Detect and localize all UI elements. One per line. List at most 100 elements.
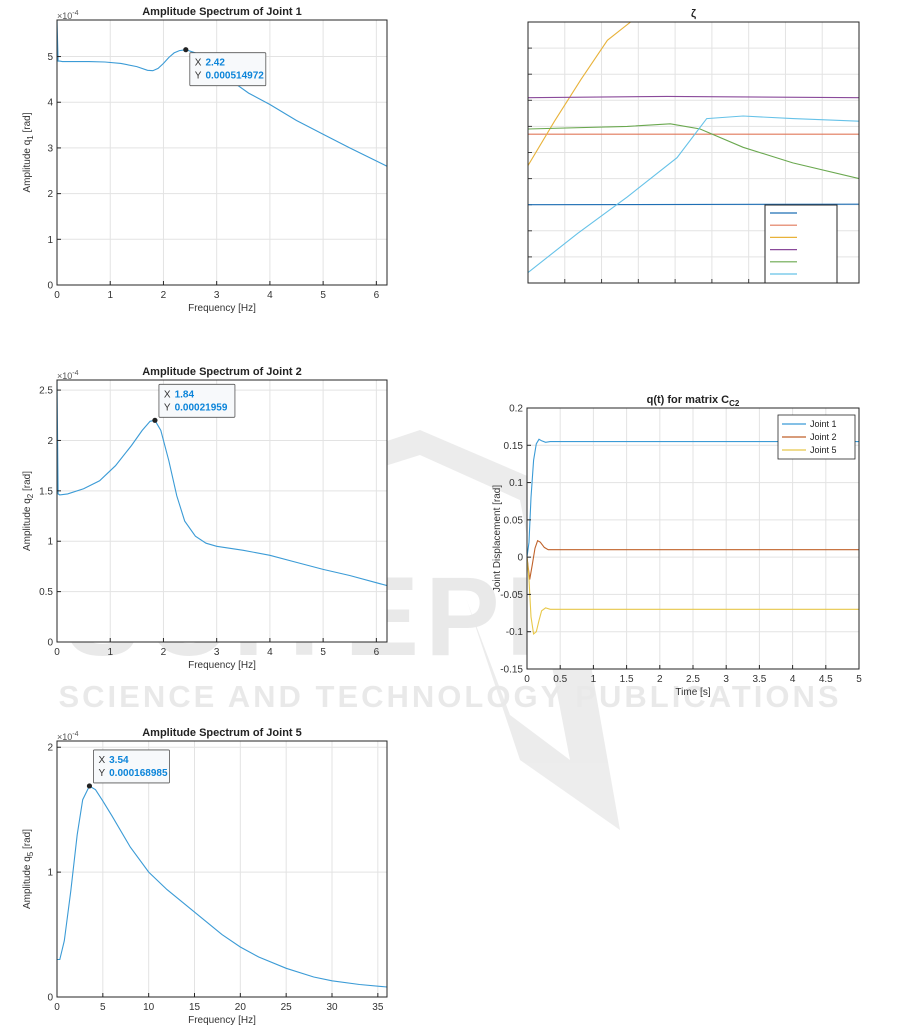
x-tick-label: 4.5 — [819, 674, 833, 685]
datatip-x-label: X — [164, 389, 171, 400]
series-line-5 — [528, 123, 859, 180]
x-tick-label: 5 — [320, 647, 326, 658]
x-tick-label: 3 — [214, 290, 220, 301]
chart-title: Amplitude Spectrum of Joint 1 — [142, 6, 302, 18]
x-tick-label: 2 — [657, 674, 663, 685]
axes-box — [56, 19, 388, 286]
datatip-y-label: Y — [98, 768, 105, 779]
legend-entry-label: Joint 5 — [810, 445, 837, 455]
legend-box — [764, 204, 838, 284]
y-axis-exponent-base: ×10 — [57, 371, 72, 381]
y-tick-label: 1 — [47, 537, 53, 548]
y-tick-label: 1.5 — [39, 486, 53, 497]
y-tick-label: 0 — [517, 553, 523, 564]
y-axis-exponent-power: -4 — [72, 370, 78, 377]
y-tick-label: 0.05 — [504, 515, 524, 526]
y-axis-exponent-base: ×10 — [57, 11, 72, 21]
chart-qt-displacement: 0 0.5 1 1.5 2 2.5 3 3.5 4 4.5 5 -0.15 -0.1 -0.05 0 0.05… — [492, 394, 862, 698]
x-tick-label: 1.5 — [620, 674, 634, 685]
datatip-box — [158, 383, 236, 418]
datatip-marker — [183, 47, 189, 53]
y-axis-label-main: Amplitude q — [22, 140, 33, 193]
x-tick-label: 10 — [143, 1002, 155, 1013]
series-line-1 — [528, 203, 859, 206]
y-axis-label: Joint Displacement [rad] — [492, 485, 503, 592]
y-tick-label: 0 — [47, 638, 53, 649]
y-tick-label: -0.15 — [500, 665, 523, 676]
x-tick-label: 5 — [320, 290, 326, 301]
y-axis-exponent-base: ×10 — [57, 732, 72, 742]
x-tick-label: 0 — [54, 290, 60, 301]
datatip-x-label: X — [98, 755, 105, 766]
x-tick-label: 6 — [374, 290, 380, 301]
x-axis-label: Frequency [Hz] — [188, 660, 256, 671]
y-axis-label-unit: [rad] — [22, 471, 33, 494]
y-tick-label: 2 — [47, 189, 53, 200]
y-tick-label: 0 — [47, 281, 53, 292]
chart-title: q(t) for matrix CC2 — [647, 394, 740, 408]
y-axis-label-main: Amplitude q — [22, 856, 33, 909]
datatip-y-label: Y — [164, 402, 171, 413]
datatip-y-row: Y 0.00021959 — [164, 402, 228, 413]
axes-box — [56, 379, 388, 643]
series-line-4 — [528, 95, 859, 99]
datatip-x-value: 2.42 — [205, 58, 225, 69]
x-tick-label: 5 — [856, 674, 862, 685]
y-tick-label: 0.15 — [504, 441, 524, 452]
x-tick-label: 1 — [107, 290, 113, 301]
series-line-1 — [57, 785, 387, 988]
datatip-x-row: X 3.54 — [98, 755, 129, 766]
y-tick-label: 5 — [47, 52, 53, 63]
x-tick-label: 0 — [524, 674, 530, 685]
legend-entry-label: Joint 1 — [810, 419, 837, 429]
datatip-box — [189, 52, 267, 87]
x-tick-label: 0.5 — [553, 674, 567, 685]
y-axis-exponent: ×10-4 — [57, 370, 79, 381]
x-tick-label: 1 — [107, 647, 113, 658]
y-axis-label-main: Amplitude q — [22, 498, 33, 551]
datatip-x-value: 3.54 — [109, 755, 129, 766]
y-axis-label-subscript: 5 — [26, 851, 35, 856]
y-axis-label-main: Joint Displacement [rad] — [492, 485, 503, 592]
x-tick-label: 4 — [267, 290, 273, 301]
y-axis-label-unit: [rad] — [22, 829, 33, 852]
series-line-joint-5 — [527, 557, 859, 636]
series-line-1 — [57, 380, 387, 587]
x-axis-label: Frequency [Hz] — [188, 1015, 256, 1026]
y-tick-label: 1 — [47, 235, 53, 246]
x-tick-label: 3 — [723, 674, 729, 685]
x-tick-label: 1 — [591, 674, 597, 685]
series-line-1 — [57, 20, 387, 167]
watermark-line2: SCIENCE AND TECHNOLOGY PUBLICATIONS — [58, 679, 841, 714]
x-tick-label: 15 — [189, 1002, 201, 1013]
series-line-6 — [528, 115, 859, 274]
x-axis-label: Time [s] — [675, 687, 710, 698]
y-axis-exponent: ×10-4 — [57, 731, 79, 742]
chart-title: Amplitude Spectrum of Joint 5 — [142, 727, 302, 739]
watermark-logo-mark-inner — [340, 455, 570, 760]
x-tick-label: 3 — [214, 647, 220, 658]
y-tick-label: 4 — [47, 98, 53, 109]
y-axis-label-subscript: 2 — [26, 493, 35, 498]
y-tick-label: 2 — [47, 436, 53, 447]
y-tick-label: 0.5 — [39, 587, 53, 598]
y-tick-label: 0.1 — [509, 478, 523, 489]
y-axis-exponent: ×10-4 — [57, 10, 79, 21]
chart-joint1-spectrum: 0 1 2 3 4 5 6 0 1 2 3 4 5 Amplitude Spectrum of Joint… — [22, 6, 388, 314]
x-tick-label: 2 — [161, 647, 167, 658]
chart-title-subscript: C2 — [729, 399, 740, 408]
y-axis-exponent-power: -4 — [72, 10, 78, 17]
x-tick-label: 6 — [374, 647, 380, 658]
datatip-x-row: X 1.84 — [164, 389, 195, 400]
chart-joint2-spectrum: 0 1 2 3 4 5 6 0 0.5 1 1.5 2 2.5 Amplitude Spectrum of… — [22, 366, 388, 671]
y-tick-label: -0.1 — [506, 627, 524, 638]
y-tick-label: 2.5 — [39, 386, 53, 397]
y-tick-label: 0.2 — [509, 404, 523, 415]
x-tick-label: 0 — [54, 647, 60, 658]
datatip-x-value: 1.84 — [175, 389, 195, 400]
x-tick-label: 35 — [372, 1002, 384, 1013]
x-tick-label: 4 — [267, 647, 273, 658]
x-tick-label: 25 — [281, 1002, 293, 1013]
datatip-x-label: X — [195, 58, 202, 69]
